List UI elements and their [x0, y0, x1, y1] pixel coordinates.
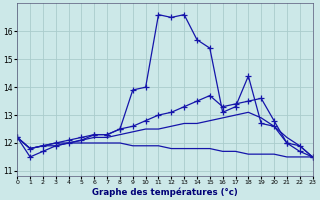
X-axis label: Graphe des températures (°c): Graphe des températures (°c) [92, 187, 238, 197]
